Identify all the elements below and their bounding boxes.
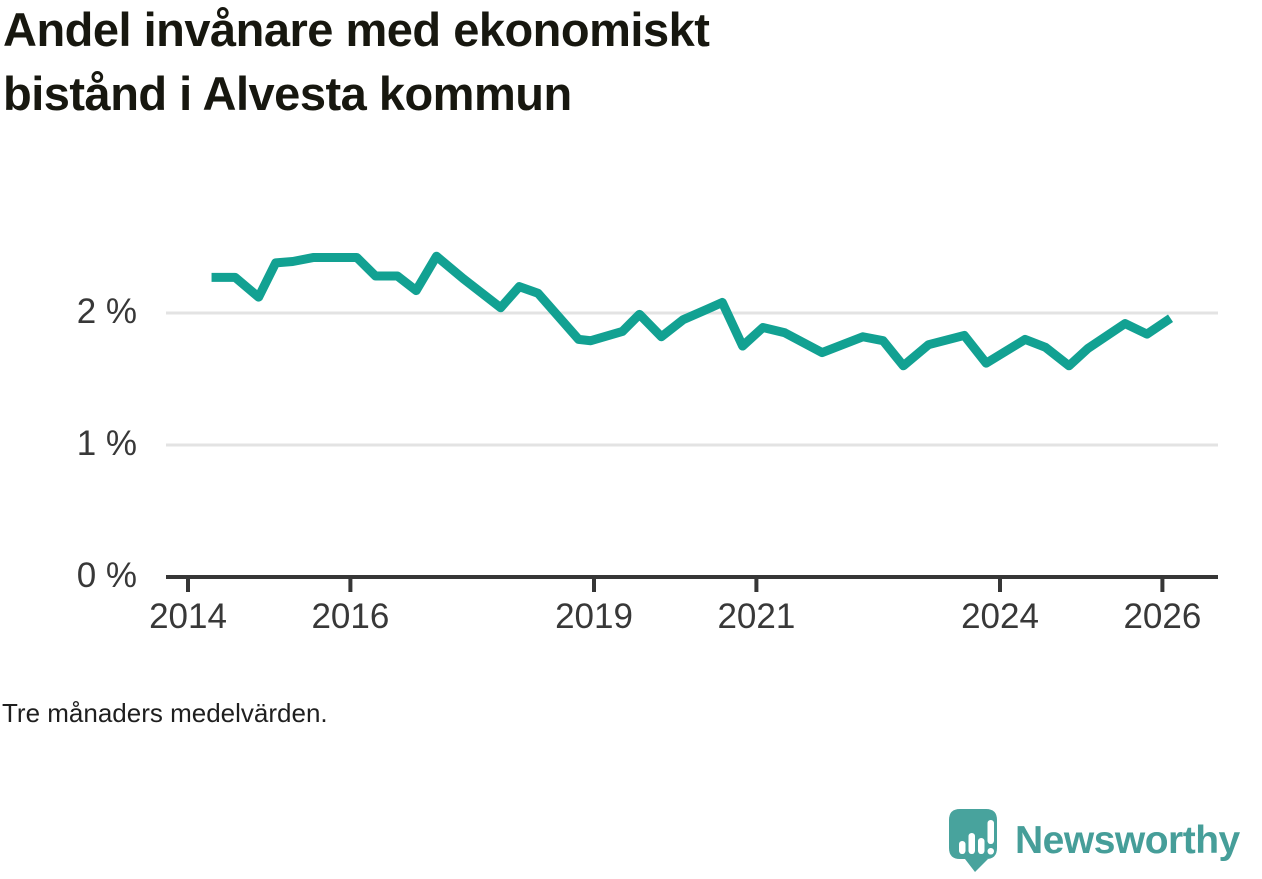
x-axis-label: 2021 xyxy=(717,597,796,636)
x-axis-label: 2024 xyxy=(961,597,1039,636)
x-axis-label: 2026 xyxy=(1123,597,1202,636)
chart-title: Andel invånare med ekonomiskt bistånd i A… xyxy=(3,0,1103,126)
newsworthy-logo-text: Newsworthy xyxy=(1015,819,1240,862)
y-axis-label: 0 % xyxy=(76,556,137,596)
newsworthy-logo: Newsworthy xyxy=(948,808,1240,874)
x-axis-ticks xyxy=(186,579,1165,592)
y-axis-label: 2 % xyxy=(76,292,137,332)
data-line xyxy=(211,251,1174,371)
x-axis-label: 2019 xyxy=(555,597,633,636)
x-axis-label: 2014 xyxy=(149,597,227,636)
chart-title-line-1: Andel invånare med ekonomiskt xyxy=(3,3,710,56)
footnote: Tre månaders medelvärden. xyxy=(2,698,328,728)
newsworthy-logo-icon xyxy=(949,809,997,872)
y-axis-label: 1 % xyxy=(76,424,137,464)
x-axis-label: 2016 xyxy=(311,597,390,636)
gridlines xyxy=(166,311,1218,447)
chart-title-line-2: bistånd i Alvesta kommun xyxy=(3,67,572,120)
